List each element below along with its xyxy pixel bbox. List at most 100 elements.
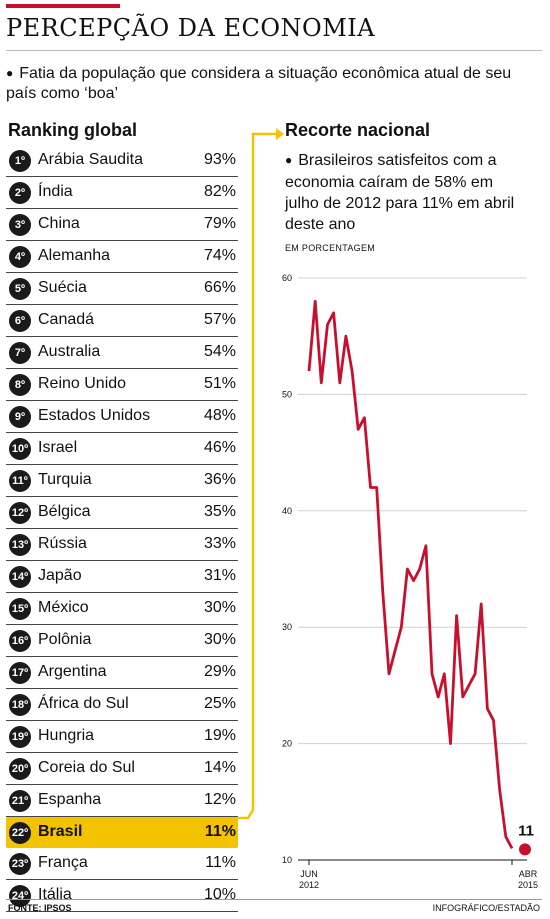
rank-value: 33%: [203, 535, 236, 552]
rank-badge: 3º: [9, 214, 31, 236]
rank-country: Bélgica: [38, 503, 91, 520]
rank-value: 36%: [203, 471, 236, 488]
rank-badge: 14º: [9, 566, 31, 588]
ranking-row: 8º Reino Unido 51%: [6, 369, 238, 401]
x-tick-label-year: 2015: [518, 880, 538, 890]
rank-badge: 6º: [9, 310, 31, 332]
rank-country: África do Sul: [38, 695, 129, 712]
rank-value: 10%: [203, 886, 236, 903]
rank-badge: 18º: [9, 694, 31, 716]
rank-value: 66%: [203, 279, 236, 296]
rank-value: 57%: [203, 311, 236, 328]
rank-country: Brasil: [38, 823, 83, 840]
rank-value: 48%: [203, 407, 236, 424]
ranking-row: 24º Itália 10%: [6, 880, 238, 912]
end-point-marker: [519, 843, 531, 856]
ranking-row: 16º Polônia 30%: [6, 625, 238, 657]
y-tick-label: 60: [282, 273, 292, 283]
national-description-text: Brasileiros satisfeitos com a economia c…: [285, 152, 515, 233]
rank-value: 46%: [203, 439, 236, 456]
rank-value: 30%: [203, 599, 236, 616]
page-subtitle: Fatia da população que considera a situa…: [6, 64, 526, 104]
ranking-row: 17º Argentina 29%: [6, 657, 238, 689]
subtitle-text: Fatia da população que considera a situa…: [6, 65, 512, 102]
rank-badge: 8º: [9, 374, 31, 396]
rank-badge: 15º: [9, 598, 31, 620]
ranking-row: 12º Bélgica 35%: [6, 497, 238, 529]
rank-value: 51%: [203, 375, 236, 392]
ranking-row: 10º Israel 46%: [6, 433, 238, 465]
ranking-row: 15º México 30%: [6, 593, 238, 625]
rank-badge: 9º: [9, 406, 31, 428]
rank-country: Estados Unidos: [38, 407, 151, 424]
x-tick-label-month: ABR: [519, 869, 538, 879]
rank-country: Australia: [38, 343, 101, 360]
rank-value: 30%: [203, 631, 236, 648]
ranking-row: 19º Hungria 19%: [6, 721, 238, 753]
rank-badge: 5º: [9, 278, 31, 300]
rank-badge: 21º: [9, 790, 31, 812]
rank-country: Alemanha: [38, 247, 111, 264]
ranking-title: Ranking global: [8, 120, 138, 140]
ranking-row: 21º Espanha 12%: [6, 785, 238, 817]
rank-country: Japão: [38, 567, 82, 584]
ranking-row: 14º Japão 31%: [6, 561, 238, 593]
rank-country: Rússia: [38, 535, 87, 552]
rank-value: 11%: [205, 854, 236, 871]
rank-country: França: [38, 854, 88, 871]
rank-country: Espanha: [38, 791, 102, 808]
rank-value: 31%: [203, 567, 236, 584]
rank-badge: 13º: [9, 534, 31, 556]
rank-value: 82%: [203, 183, 236, 200]
ranking-row: 9º Estados Unidos 48%: [6, 401, 238, 433]
rank-country: Canadá: [38, 311, 95, 328]
rank-badge: 7º: [9, 342, 31, 364]
rank-badge: 19º: [9, 726, 31, 748]
rank-value: 29%: [203, 663, 236, 680]
rank-country: Polônia: [38, 631, 92, 648]
rank-badge: 2º: [9, 182, 31, 204]
series-line: [307, 299, 514, 850]
ranking-row: 13º Rússia 33%: [6, 529, 238, 561]
rank-value: 19%: [203, 727, 236, 744]
connector-line: [238, 132, 276, 820]
credit-label: INFOGRÁFICO/ESTADÃO: [432, 903, 540, 913]
chart-unit-label: EM PORCENTAGEM: [285, 243, 376, 253]
rank-badge: 23º: [9, 853, 31, 875]
rank-badge: 20º: [9, 758, 31, 780]
rank-badge: 1º: [9, 150, 31, 172]
rank-value: 79%: [203, 215, 236, 232]
rank-badge: 12º: [9, 502, 31, 524]
rank-badge: 22º: [9, 822, 31, 844]
y-tick-label: 10: [282, 855, 292, 865]
ranking-row: 23º França 11%: [6, 848, 238, 880]
rank-country: Reino Unido: [38, 375, 127, 392]
rank-country: Israel: [38, 439, 78, 456]
rank-value: 93%: [203, 151, 236, 168]
rank-value: 35%: [203, 503, 236, 520]
connector-arrowhead: [276, 128, 284, 140]
rank-country: Hungria: [38, 727, 95, 744]
y-tick-label: 30: [282, 622, 292, 632]
national-description: Brasileiros satisfeitos com a economia c…: [285, 150, 530, 235]
rank-value: 25%: [203, 695, 236, 712]
rank-country: Itália: [38, 886, 72, 903]
rank-value: 54%: [203, 343, 236, 360]
rank-badge: 17º: [9, 662, 31, 684]
y-tick-label: 50: [282, 389, 292, 399]
rank-country: Coreia do Sul: [38, 759, 135, 776]
rank-badge: 16º: [9, 630, 31, 652]
rank-value: 11%: [204, 823, 236, 840]
ranking-row: 1º Arábia Saudita 93%: [6, 145, 238, 177]
y-tick-label: 40: [282, 506, 292, 516]
rank-country: Turquia: [38, 471, 92, 488]
national-title: Recorte nacional: [285, 120, 431, 140]
ranking-row: 6º Canadá 57%: [6, 305, 238, 337]
rank-country: Suécia: [38, 279, 87, 296]
x-tick-label-month: JUN: [300, 869, 318, 879]
rank-value: 12%: [203, 791, 236, 808]
page-title: PERCEPÇÃO DA ECONOMIA: [6, 14, 376, 42]
rank-badge: 4º: [9, 246, 31, 268]
